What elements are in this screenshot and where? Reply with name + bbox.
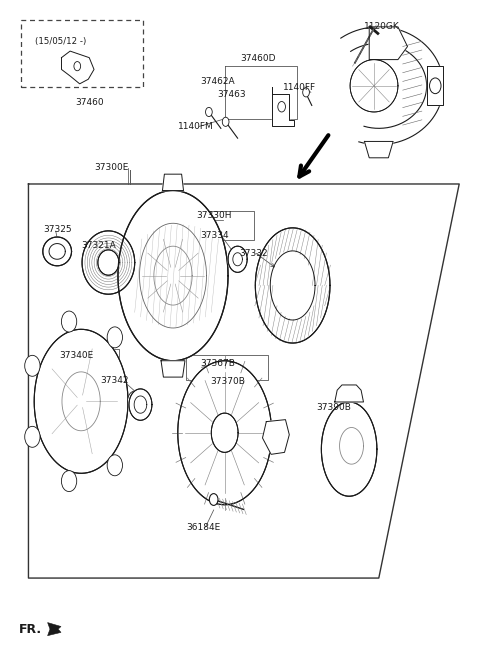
Polygon shape bbox=[364, 142, 393, 158]
Bar bbox=[21, 20, 144, 87]
Polygon shape bbox=[427, 66, 444, 106]
Text: 37340E: 37340E bbox=[59, 351, 93, 360]
Text: 37330H: 37330H bbox=[196, 211, 231, 220]
Circle shape bbox=[303, 88, 310, 97]
Polygon shape bbox=[255, 228, 330, 343]
Polygon shape bbox=[61, 51, 94, 84]
Polygon shape bbox=[211, 413, 238, 453]
Circle shape bbox=[107, 455, 122, 476]
Text: 37460: 37460 bbox=[75, 98, 104, 107]
Text: 37463: 37463 bbox=[217, 91, 246, 100]
Polygon shape bbox=[43, 237, 72, 266]
Circle shape bbox=[205, 108, 212, 117]
Text: 37325: 37325 bbox=[43, 225, 72, 234]
Polygon shape bbox=[369, 27, 408, 60]
Text: 37334: 37334 bbox=[201, 230, 229, 239]
Text: 36184E: 36184E bbox=[186, 522, 221, 531]
Polygon shape bbox=[162, 174, 183, 190]
Polygon shape bbox=[34, 329, 128, 474]
Circle shape bbox=[74, 62, 81, 71]
Circle shape bbox=[209, 493, 218, 505]
Text: FR.: FR. bbox=[19, 623, 42, 636]
Polygon shape bbox=[272, 87, 294, 127]
Text: 37390B: 37390B bbox=[317, 403, 351, 413]
Polygon shape bbox=[48, 623, 61, 636]
Text: 37367B: 37367B bbox=[201, 359, 236, 368]
Circle shape bbox=[278, 102, 286, 112]
Circle shape bbox=[222, 117, 229, 127]
Text: 37460D: 37460D bbox=[240, 54, 276, 63]
Text: 37370B: 37370B bbox=[210, 377, 245, 386]
Circle shape bbox=[24, 356, 40, 377]
Polygon shape bbox=[322, 402, 377, 496]
Polygon shape bbox=[335, 385, 363, 402]
Circle shape bbox=[128, 391, 143, 412]
Circle shape bbox=[61, 311, 77, 332]
Text: 37462A: 37462A bbox=[201, 77, 235, 87]
Polygon shape bbox=[129, 389, 152, 420]
Polygon shape bbox=[161, 361, 185, 377]
Polygon shape bbox=[263, 420, 289, 455]
Circle shape bbox=[24, 426, 40, 447]
Circle shape bbox=[107, 327, 122, 348]
Text: 37300E: 37300E bbox=[94, 163, 128, 172]
Circle shape bbox=[61, 470, 77, 491]
Circle shape bbox=[430, 78, 441, 94]
Text: 37342: 37342 bbox=[100, 376, 129, 385]
Text: 37332: 37332 bbox=[239, 249, 268, 258]
Text: 1140FF: 1140FF bbox=[283, 83, 316, 92]
Text: 1140FM: 1140FM bbox=[178, 122, 214, 131]
Polygon shape bbox=[350, 60, 398, 112]
Polygon shape bbox=[178, 361, 272, 504]
Polygon shape bbox=[82, 231, 135, 295]
Text: 37321A: 37321A bbox=[81, 241, 116, 250]
Text: (15/05/12 -): (15/05/12 -) bbox=[35, 37, 86, 46]
Text: 1120GK: 1120GK bbox=[364, 22, 400, 31]
Polygon shape bbox=[118, 190, 228, 361]
Polygon shape bbox=[98, 250, 119, 276]
Polygon shape bbox=[228, 246, 247, 272]
